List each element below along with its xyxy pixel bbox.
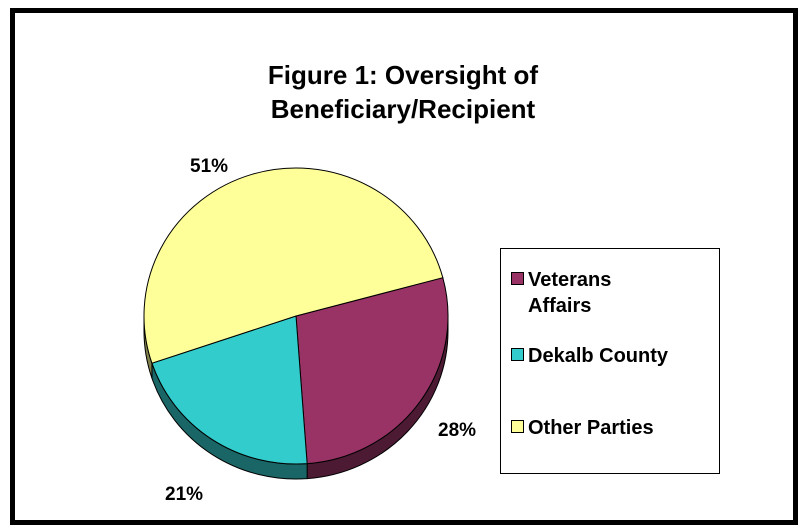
chart-title-line-2: Beneficiary/Recipient xyxy=(270,94,536,124)
legend-swatch-dekalb-county xyxy=(511,348,524,361)
legend-label-other-parties: Other Parties xyxy=(528,417,654,439)
pie-slice-veterans-affairs xyxy=(295,277,449,465)
legend-label-veterans-affairs-line-2: Affairs xyxy=(528,295,592,317)
legend-item-other-parties: Other Parties xyxy=(511,415,654,441)
pie-slice-dekalb-county xyxy=(151,315,308,465)
legend-swatch-veterans-affairs xyxy=(511,272,524,285)
legend-item-dekalb-county: Dekalb County xyxy=(511,343,668,369)
chart-title: Figure 1: Oversight of Beneficiary/Recip… xyxy=(0,58,806,126)
legend-label-dekalb-county: Dekalb County xyxy=(528,345,669,367)
legend-label-veterans-affairs: Veterans Affairs xyxy=(528,267,611,319)
slice-label-other-parties: 51% xyxy=(190,156,229,177)
legend-label-veterans-affairs-line-1: Veterans xyxy=(528,269,612,291)
legend-swatch-other-parties xyxy=(511,420,524,433)
slice-label-dekalb-county: 21% xyxy=(165,484,204,505)
pie-slice-other-parties xyxy=(143,167,444,364)
slice-label-veterans-affairs: 28% xyxy=(438,420,477,441)
chart-title-line-1: Figure 1: Oversight of xyxy=(267,60,539,90)
legend-item-veterans-affairs: Veterans Affairs xyxy=(511,267,611,319)
legend: Veterans Affairs Dekalb County Other Par… xyxy=(500,248,720,474)
